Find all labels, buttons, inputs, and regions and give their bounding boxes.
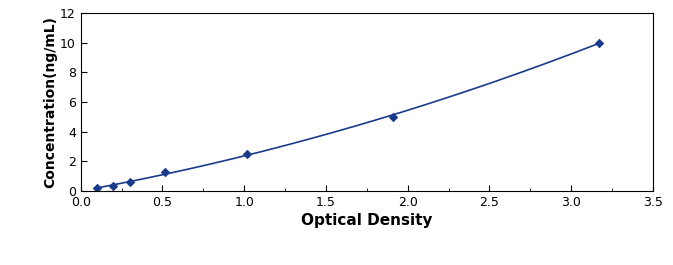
X-axis label: Optical Density: Optical Density bbox=[301, 213, 433, 228]
Y-axis label: Concentration(ng/mL): Concentration(ng/mL) bbox=[43, 16, 57, 188]
